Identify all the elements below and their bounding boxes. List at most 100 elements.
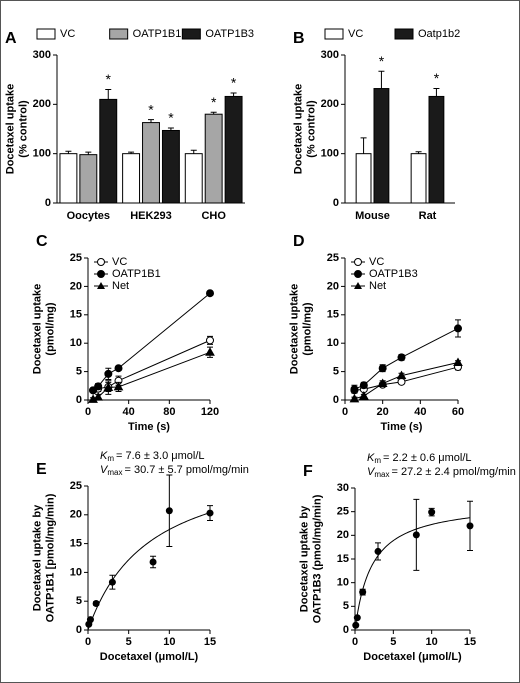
legend-label: VC: [348, 28, 363, 40]
significance: *: [231, 75, 237, 91]
fit-curve: [87, 512, 211, 631]
error-bar: [360, 137, 367, 154]
y-tick-label: 0: [343, 624, 349, 636]
marker: [113, 381, 124, 391]
y-axis-label: (pmol/mg): [301, 302, 313, 355]
y-axis-label: OATP1B3 (pmol/mg/min): [311, 494, 323, 623]
significance: *: [434, 70, 440, 86]
data-point: [149, 558, 157, 566]
fit-annotation: Km = 7.6 ± 3.0 μmol/L: [100, 450, 205, 463]
x-tick-label: 10: [426, 636, 438, 648]
y-tick-label: 200: [321, 98, 339, 110]
annotation-text: = 27.2 ± 2.4 pmol/mg/min: [391, 466, 515, 478]
legend-label: OATP1B1: [112, 268, 161, 280]
annotation-text: = 30.7 ± 5.7 pmol/mg/min: [124, 464, 248, 476]
x-tick-label: 80: [163, 406, 175, 418]
data-point: [86, 616, 94, 624]
x-tick-label: 15: [204, 636, 216, 648]
y-tick-label: 300: [321, 49, 339, 61]
annotation-subscript: max: [107, 468, 122, 477]
marker: [93, 392, 104, 401]
x-tick-label: 5: [390, 636, 396, 648]
data-point: [108, 578, 116, 586]
marker: [454, 324, 462, 333]
x-axis-label: Time (s): [128, 421, 170, 433]
x-axis-label: Docetaxel (μmol/L): [363, 651, 462, 663]
x-tick-label: 0: [85, 636, 91, 648]
marker: [397, 353, 406, 362]
y-tick-label: 300: [33, 49, 51, 61]
y-tick-label: 5: [76, 366, 82, 378]
significance: *: [211, 94, 217, 110]
data-point: [92, 600, 100, 608]
data-point: [353, 614, 361, 622]
legend-label: OATP1B3: [369, 268, 418, 280]
y-axis-label: Docetaxel uptake by: [31, 504, 43, 611]
error-bar: [230, 92, 237, 97]
legend-swatch: [181, 28, 201, 40]
y-tick-label: 25: [337, 506, 349, 518]
annotation-symbol: V: [367, 466, 376, 478]
marker: [377, 378, 388, 388]
x-tick-label: 40: [123, 406, 135, 418]
y-axis-label: (% control): [305, 100, 317, 158]
y-tick-label: 0: [76, 394, 82, 406]
fit-annotation: Vmax = 27.2 ± 2.4 pmol/mg/min: [367, 466, 516, 479]
y-tick-label: 5: [343, 600, 349, 612]
bar: [410, 153, 427, 204]
legend-swatch: [36, 28, 56, 40]
data-point: [352, 621, 360, 629]
legend-swatch: [394, 28, 414, 40]
y-tick-label: 25: [70, 480, 82, 492]
x-tick-label: Oocytes: [67, 210, 110, 222]
y-tick-label: 100: [321, 148, 339, 160]
y-axis-label: Docetaxel uptake: [4, 84, 16, 174]
y-tick-label: 15: [70, 538, 82, 550]
x-tick-label: 5: [126, 636, 132, 648]
y-axis-label: Docetaxel uptake: [31, 284, 43, 374]
y-tick-label: 15: [327, 309, 339, 321]
y-tick-label: 0: [333, 197, 339, 209]
legend-marker: [354, 270, 362, 278]
significance: *: [148, 101, 154, 117]
bar: [161, 129, 180, 204]
legend-marker: [97, 282, 105, 289]
marker: [378, 364, 387, 373]
marker: [349, 393, 360, 403]
significance: *: [106, 71, 112, 87]
legend-marker: [97, 258, 105, 266]
y-axis-label: Docetaxel uptake by: [298, 505, 310, 612]
panel-letter: A: [5, 30, 17, 47]
marker: [350, 385, 359, 394]
annotation-subscript: m: [374, 456, 381, 465]
legend-label: OATP1B3: [205, 28, 254, 40]
error-bar: [105, 89, 112, 100]
panel-letter: D: [293, 233, 305, 250]
x-tick-label: 40: [414, 406, 426, 418]
error-bar: [190, 149, 197, 154]
data-point: [466, 522, 474, 530]
marker: [206, 336, 214, 345]
y-tick-label: 200: [33, 98, 51, 110]
fit-annotation: Vmax = 30.7 ± 5.7 pmol/mg/min: [100, 464, 249, 477]
bar: [204, 113, 223, 204]
y-tick-label: 25: [70, 252, 82, 264]
legend-label: OATP1B1: [133, 28, 182, 40]
panel-letter: E: [36, 461, 47, 478]
marker: [358, 391, 369, 400]
marker: [94, 382, 103, 391]
marker: [114, 364, 123, 373]
y-tick-label: 0: [76, 624, 82, 636]
y-tick-label: 20: [327, 280, 339, 292]
y-tick-label: 5: [333, 366, 339, 378]
marker: [104, 369, 113, 378]
x-tick-label: 0: [85, 406, 91, 418]
panel-letter: C: [36, 233, 48, 250]
y-axis-label: Docetaxel uptake: [288, 284, 300, 374]
legend-label: Oatp1b2: [418, 28, 460, 40]
x-tick-label: 0: [352, 636, 358, 648]
marker: [396, 370, 407, 380]
y-tick-label: 25: [327, 252, 339, 264]
y-tick-label: 10: [327, 337, 339, 349]
legend-swatch: [109, 28, 129, 40]
